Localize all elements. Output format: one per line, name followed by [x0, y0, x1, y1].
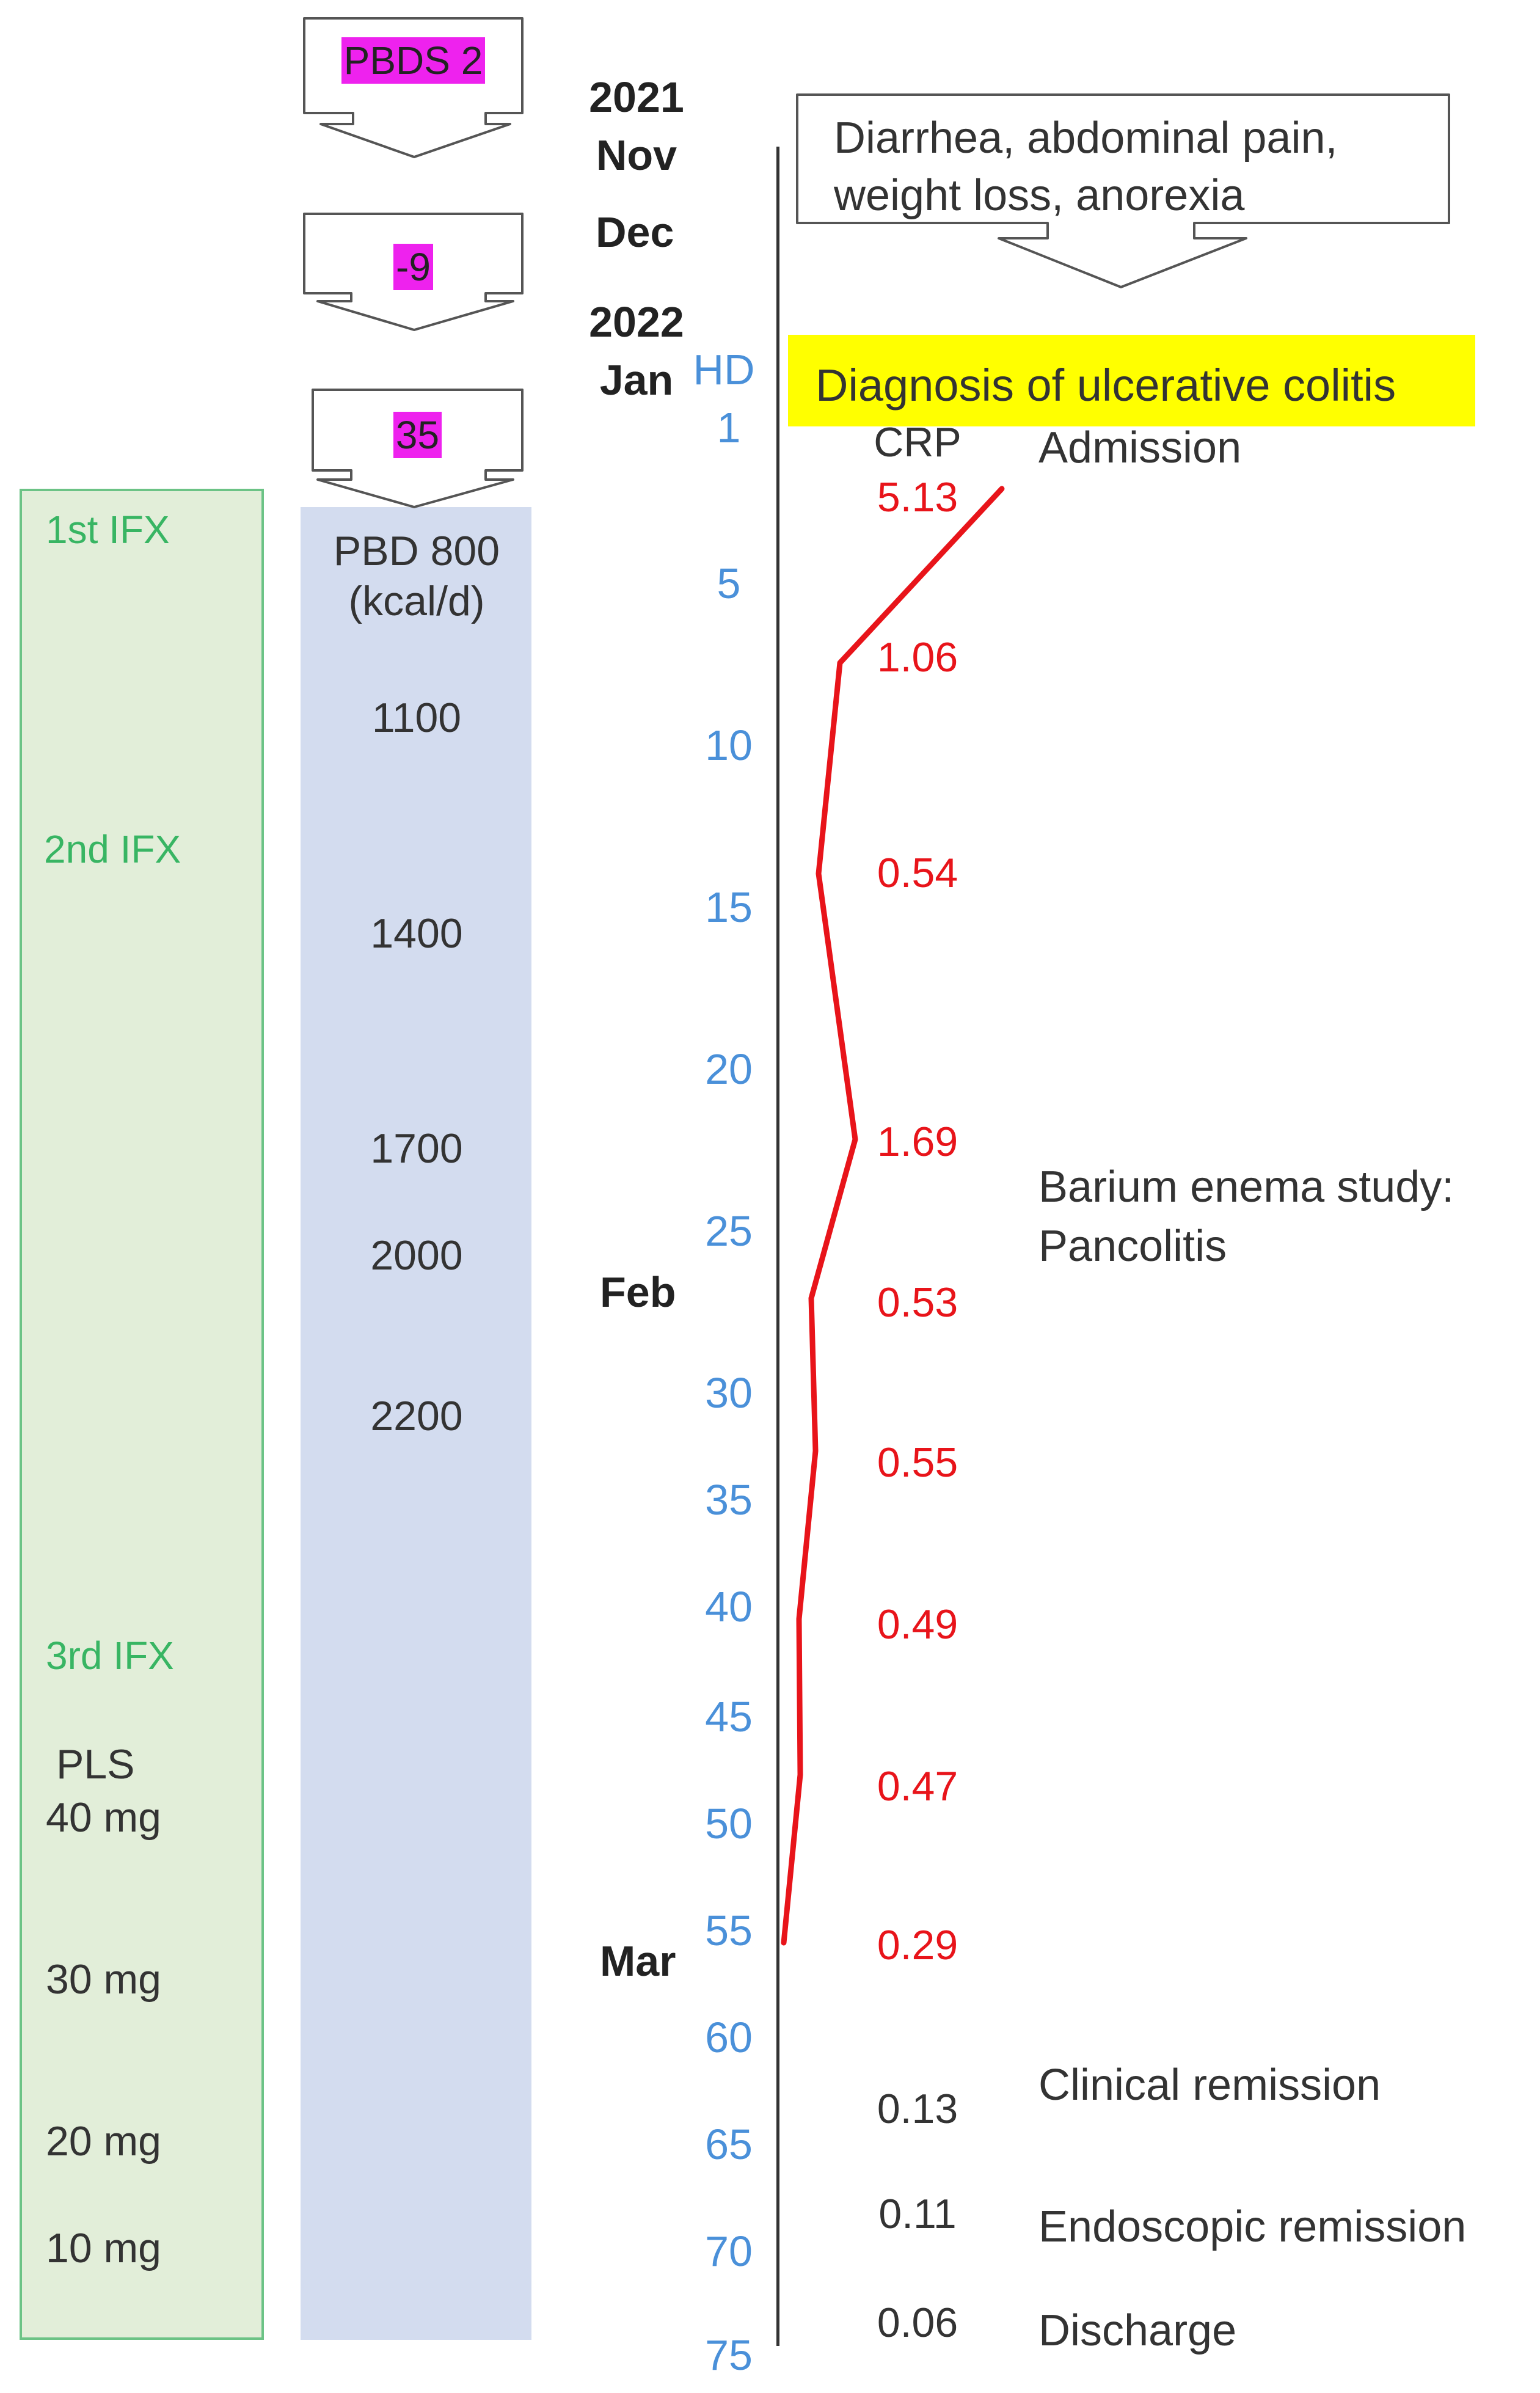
ifx-2nd: 2nd IFX — [44, 827, 181, 871]
crp-value-9: 0.13 — [877, 2086, 958, 2132]
crp-value-8: 0.29 — [877, 1922, 958, 1968]
event-clinical-remission: Clinical remission — [1038, 2061, 1381, 2110]
pbd-step-1700: 1700 — [370, 1125, 463, 1172]
month-dec: Dec — [596, 208, 674, 256]
hd-tick-65: 65 — [705, 2121, 753, 2168]
event-discharge: Discharge — [1038, 2306, 1237, 2355]
event-admission: Admission — [1038, 423, 1242, 472]
crp-value-6: 0.49 — [877, 1601, 958, 1648]
pbd-step-1100: 1100 — [371, 695, 462, 741]
pbd-step-2000: 2000 — [370, 1232, 463, 1279]
ifx-1st: 1st IFX — [46, 508, 170, 552]
crp-value-4: 0.53 — [877, 1279, 958, 1326]
pbd-header: PBD 800 (kcal/d) — [333, 528, 500, 624]
hd-tick-1: 1 — [717, 404, 741, 451]
hd-header: HD — [693, 346, 755, 393]
pbd-step-1400: 1400 — [370, 910, 463, 957]
timeline-axis-line — [776, 147, 779, 2346]
pbds-score-3: 35 — [393, 412, 442, 458]
month-feb: Feb — [600, 1268, 676, 1316]
month-mar: Mar — [600, 1937, 676, 1985]
pbd-column — [301, 507, 531, 2340]
hd-tick-25: 25 — [705, 1207, 753, 1255]
hd-tick-55: 55 — [705, 1907, 753, 1954]
pls-dose-20: 20 mg — [46, 2118, 161, 2165]
crp-value-1: 1.06 — [877, 634, 958, 681]
pls-dose-30: 30 mg — [46, 1956, 161, 2003]
symptoms-text: Diarrhea, abdominal pain, weight loss, a… — [834, 114, 1338, 220]
pbds-callout-3-box: 35 — [313, 409, 522, 458]
pbds-callout-1-box: PBDS 2 — [304, 34, 522, 89]
hd-tick-5: 5 — [717, 560, 741, 607]
event-endoscopic-remission: Endoscopic remission — [1038, 2202, 1467, 2251]
symptoms-callout — [796, 93, 1450, 288]
pbds-score-1: PBDS 2 — [341, 37, 486, 84]
crp-value-3: 1.69 — [877, 1119, 958, 1165]
hd-tick-50: 50 — [705, 1800, 753, 1847]
hd-tick-15: 15 — [705, 883, 753, 931]
crp-value-5: 0.55 — [877, 1439, 958, 1486]
crp-value-2: 0.54 — [877, 850, 958, 896]
hd-tick-10: 10 — [705, 722, 753, 769]
pls-dose-10: 10 mg — [46, 2225, 161, 2271]
hd-tick-75: 75 — [705, 2331, 753, 2379]
hd-tick-40: 40 — [705, 1583, 753, 1631]
diagnosis-banner — [788, 335, 1475, 426]
crp-value-0: 5.13 — [877, 474, 958, 521]
pls-header: PLS — [56, 1741, 135, 1788]
ifx-pls-panel — [20, 489, 264, 2340]
crp-header: CRP — [874, 419, 962, 466]
crp-value-7: 0.47 — [877, 1763, 958, 1810]
pbds-score-2: -9 — [393, 244, 433, 290]
crp-trend-line — [781, 486, 1005, 1946]
diagnosis-text: Diagnosis of ulcerative colitis — [816, 360, 1396, 411]
event-barium-enema: Barium enema study: Pancolitis — [1038, 1163, 1454, 1271]
hd-tick-70: 70 — [705, 2227, 753, 2275]
hd-tick-20: 20 — [705, 1045, 753, 1093]
pbd-step-2200: 2200 — [370, 1393, 463, 1439]
hd-tick-45: 45 — [705, 1693, 753, 1741]
hd-tick-35: 35 — [705, 1476, 753, 1524]
month-2022-jan: 2022 Jan — [589, 298, 684, 404]
crp-value-10: 0.11 — [878, 2191, 957, 2237]
pbds-callout-2-box: -9 — [304, 241, 522, 290]
hd-tick-30: 30 — [705, 1369, 753, 1417]
crp-value-11: 0.06 — [877, 2300, 958, 2346]
ifx-3rd: 3rd IFX — [46, 1634, 174, 1678]
pls-dose-40: 40 mg — [46, 1794, 161, 1841]
hd-tick-60: 60 — [705, 2014, 753, 2061]
month-2021-nov: 2021 Nov — [589, 73, 684, 179]
